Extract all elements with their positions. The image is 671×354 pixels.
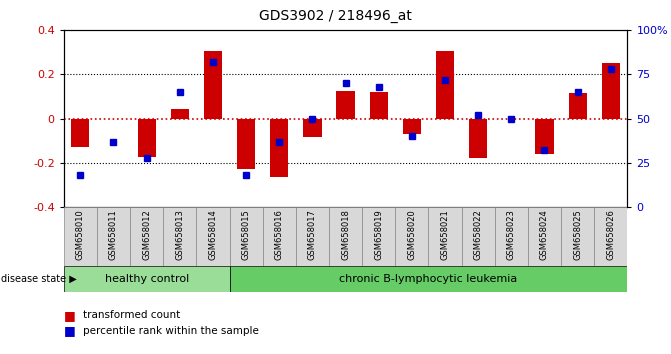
Text: percentile rank within the sample: percentile rank within the sample bbox=[83, 326, 258, 336]
Bar bbox=[528, 207, 561, 266]
Text: GSM658026: GSM658026 bbox=[607, 209, 615, 260]
Bar bbox=[138, 119, 156, 157]
Bar bbox=[71, 119, 89, 147]
Text: transformed count: transformed count bbox=[83, 310, 180, 320]
Text: GSM658015: GSM658015 bbox=[242, 209, 250, 259]
Text: healthy control: healthy control bbox=[105, 274, 189, 284]
Bar bbox=[229, 207, 262, 266]
Bar bbox=[270, 119, 289, 177]
Bar bbox=[495, 207, 528, 266]
Bar bbox=[262, 207, 296, 266]
Bar bbox=[296, 207, 329, 266]
Bar bbox=[170, 109, 189, 119]
Bar bbox=[329, 207, 362, 266]
Text: GSM658014: GSM658014 bbox=[209, 209, 217, 259]
Bar bbox=[197, 207, 229, 266]
Bar bbox=[568, 93, 586, 119]
Bar bbox=[303, 119, 321, 137]
Bar bbox=[535, 119, 554, 154]
Bar bbox=[429, 207, 462, 266]
Bar bbox=[561, 207, 595, 266]
Bar bbox=[595, 207, 627, 266]
Bar bbox=[469, 119, 487, 158]
Bar bbox=[602, 63, 620, 119]
Text: chronic B-lymphocytic leukemia: chronic B-lymphocytic leukemia bbox=[340, 274, 517, 284]
Text: GSM658017: GSM658017 bbox=[308, 209, 317, 260]
Bar bbox=[436, 51, 454, 119]
Text: GDS3902 / 218496_at: GDS3902 / 218496_at bbox=[259, 9, 412, 23]
Bar bbox=[362, 207, 395, 266]
Text: GSM658010: GSM658010 bbox=[76, 209, 85, 259]
Text: GSM658023: GSM658023 bbox=[507, 209, 516, 260]
Bar bbox=[237, 119, 255, 170]
Bar bbox=[229, 266, 627, 292]
Text: GSM658020: GSM658020 bbox=[407, 209, 417, 259]
Bar bbox=[336, 91, 355, 119]
Bar bbox=[370, 92, 388, 119]
Text: ■: ■ bbox=[64, 309, 76, 321]
Text: GSM658022: GSM658022 bbox=[474, 209, 482, 259]
Bar bbox=[97, 207, 130, 266]
Bar bbox=[64, 266, 229, 292]
Text: GSM658024: GSM658024 bbox=[540, 209, 549, 259]
Text: ■: ■ bbox=[64, 325, 76, 337]
Text: GSM658011: GSM658011 bbox=[109, 209, 118, 259]
Text: GSM658016: GSM658016 bbox=[274, 209, 284, 260]
Bar bbox=[403, 119, 421, 134]
Text: GSM658012: GSM658012 bbox=[142, 209, 151, 259]
Text: GSM658025: GSM658025 bbox=[573, 209, 582, 259]
Text: GSM658021: GSM658021 bbox=[441, 209, 450, 259]
Text: GSM658018: GSM658018 bbox=[341, 209, 350, 260]
Text: GSM658013: GSM658013 bbox=[175, 209, 185, 260]
Bar bbox=[462, 207, 495, 266]
Text: disease state ▶: disease state ▶ bbox=[1, 274, 76, 284]
Text: GSM658019: GSM658019 bbox=[374, 209, 383, 259]
Bar bbox=[130, 207, 163, 266]
Bar bbox=[64, 207, 97, 266]
Bar bbox=[204, 51, 222, 119]
Bar bbox=[395, 207, 429, 266]
Bar bbox=[163, 207, 197, 266]
